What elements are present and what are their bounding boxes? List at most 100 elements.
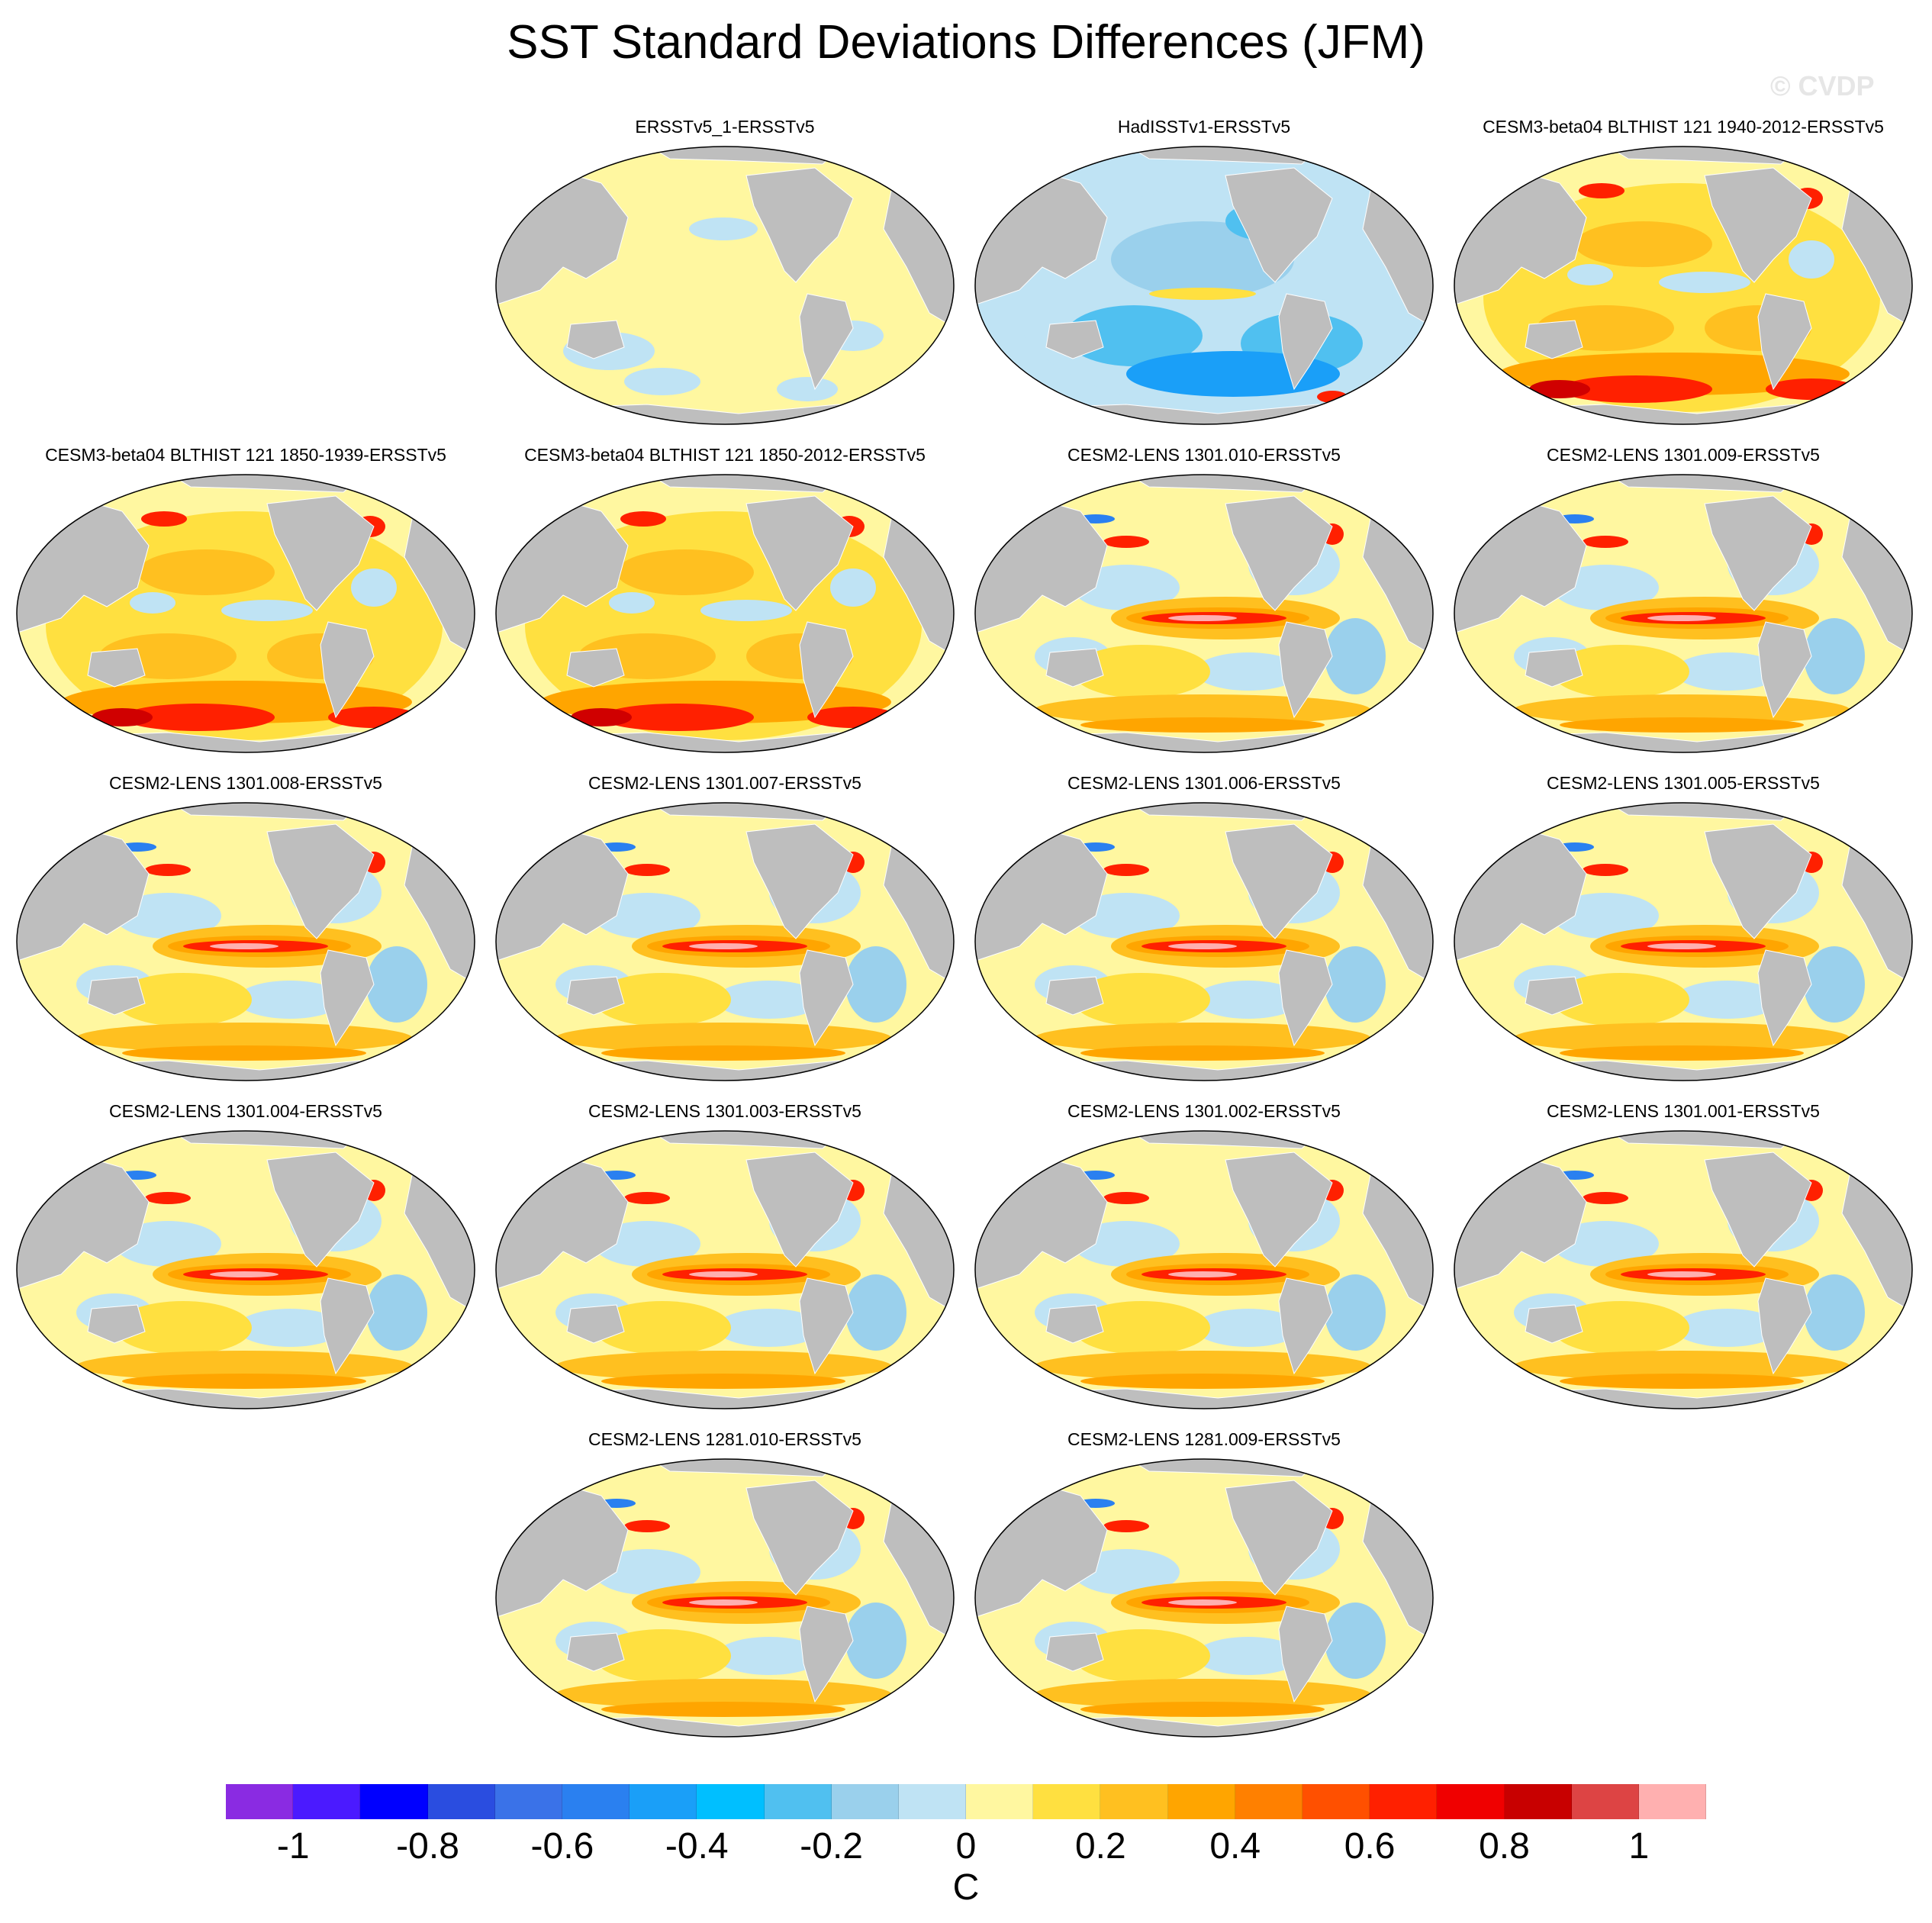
map-outline bbox=[16, 474, 475, 753]
map-panel: CESM2-LENS 1301.006-ERSSTv5 bbox=[968, 772, 1441, 1085]
sst-anomaly-region bbox=[571, 708, 632, 726]
sst-anomaly-region bbox=[1514, 1351, 1850, 1381]
map-panel: CESM2-LENS 1301.004-ERSSTv5 bbox=[9, 1100, 482, 1413]
land-mask bbox=[1225, 495, 1333, 611]
sst-difference-map bbox=[495, 1458, 955, 1738]
colorbar-tick-labels: -1 -0.8 -0.6 -0.4 -0.2 0 0.2 0.4 0.6 0.8 1 bbox=[0, 1825, 1932, 1871]
land-mask bbox=[1525, 320, 1583, 359]
cvdp-watermark: © CVDP bbox=[1770, 70, 1875, 101]
land-mask bbox=[1045, 1632, 1104, 1672]
sst-anomaly-region bbox=[555, 1351, 891, 1381]
sst-anomaly-region bbox=[1583, 536, 1628, 548]
colorbar bbox=[226, 1784, 1707, 1819]
sst-anomaly-region bbox=[1804, 1274, 1865, 1351]
sst-anomaly-region bbox=[1560, 375, 1712, 403]
land-mask bbox=[745, 1152, 854, 1268]
sst-anomaly-region bbox=[624, 368, 700, 395]
sst-anomaly-region bbox=[689, 217, 758, 240]
sst-anomaly-region bbox=[716, 1309, 823, 1347]
map-panel-title: CESM2-LENS 1301.002-ERSSTv5 bbox=[1067, 1101, 1341, 1121]
map-panel: CESM2-LENS 1301.001-ERSSTv5 bbox=[1447, 1100, 1920, 1413]
sst-anomaly-region bbox=[1552, 1301, 1689, 1354]
sst-anomaly-region bbox=[1552, 565, 1659, 610]
sst-difference-map bbox=[974, 802, 1434, 1081]
land-mask bbox=[266, 823, 375, 939]
colorbar-box bbox=[764, 1784, 832, 1819]
sst-anomaly-region bbox=[700, 600, 792, 621]
sst-anomaly-region bbox=[601, 1702, 845, 1717]
land-mask bbox=[1704, 1152, 1812, 1268]
map-panel-title: CESM2-LENS 1281.010-ERSSTv5 bbox=[588, 1429, 861, 1449]
map-panel: CESM2-LENS 1301.009-ERSSTv5 bbox=[1447, 444, 1920, 757]
colorbar-box bbox=[1100, 1784, 1168, 1819]
sst-anomaly-region bbox=[1168, 1271, 1237, 1277]
sst-anomaly-region bbox=[845, 1602, 906, 1679]
sst-anomaly-region bbox=[92, 708, 153, 726]
colorbar-box bbox=[966, 1784, 1034, 1819]
land-mask bbox=[1278, 1277, 1333, 1375]
land-mask bbox=[1225, 167, 1333, 283]
sst-anomaly-region bbox=[1035, 694, 1370, 725]
sst-anomaly-region bbox=[1552, 645, 1689, 698]
land-mask bbox=[745, 495, 854, 611]
sst-difference-map bbox=[1454, 802, 1913, 1081]
sst-anomaly-region bbox=[594, 973, 731, 1026]
sst-anomaly-region bbox=[114, 893, 221, 939]
sst-anomaly-region bbox=[1674, 652, 1781, 691]
land-mask bbox=[1525, 976, 1583, 1016]
map-panel: CESM3-beta04 BLTHIST 121 1850-1939-ERSST… bbox=[9, 444, 482, 757]
sst-anomaly-region bbox=[1325, 618, 1386, 694]
sst-anomaly-region bbox=[351, 569, 397, 607]
sst-anomaly-region bbox=[1579, 183, 1624, 198]
sst-anomaly-region bbox=[1567, 264, 1613, 285]
sst-anomaly-region bbox=[555, 1023, 891, 1053]
land-mask bbox=[566, 976, 625, 1016]
sst-anomaly-region bbox=[601, 704, 754, 731]
sst-anomaly-region bbox=[237, 981, 343, 1019]
sst-anomaly-region bbox=[210, 1271, 279, 1277]
sst-anomaly-region bbox=[1103, 1520, 1149, 1532]
colorbar-box bbox=[1033, 1784, 1101, 1819]
land-mask bbox=[320, 621, 375, 719]
map-panel: CESM2-LENS 1301.010-ERSSTv5 bbox=[968, 444, 1441, 757]
sst-anomaly-region bbox=[114, 1221, 221, 1267]
sst-anomaly-region bbox=[689, 1599, 758, 1606]
land-mask bbox=[1704, 167, 1812, 283]
map-panel-title: CESM2-LENS 1301.006-ERSSTv5 bbox=[1067, 773, 1341, 793]
land-mask bbox=[1757, 621, 1812, 719]
map-panel-title: CESM2-LENS 1301.007-ERSSTv5 bbox=[588, 773, 861, 793]
colorbar-tick-label: -0.6 bbox=[530, 1826, 594, 1867]
sst-anomaly-region bbox=[1073, 565, 1180, 610]
sst-anomaly-region bbox=[777, 377, 838, 401]
map-panel: CESM2-LENS 1301.008-ERSSTv5 bbox=[9, 772, 482, 1085]
map-panel-title: CESM2-LENS 1301.009-ERSSTv5 bbox=[1547, 445, 1820, 465]
sst-anomaly-region bbox=[328, 707, 420, 728]
sst-anomaly-region bbox=[1659, 272, 1750, 293]
land-mask bbox=[1525, 648, 1583, 688]
sst-anomaly-region bbox=[1560, 1374, 1804, 1389]
colorbar-box bbox=[494, 1784, 562, 1819]
sst-anomaly-region bbox=[1804, 946, 1865, 1023]
figure-title: SST Standard Deviations Differences (JFM… bbox=[507, 16, 1425, 69]
land-mask bbox=[1045, 320, 1104, 359]
colorbar-tick-label: 0.6 bbox=[1344, 1826, 1396, 1867]
map-panel: CESM2-LENS 1281.009-ERSSTv5 bbox=[968, 1429, 1441, 1741]
sst-anomaly-region bbox=[145, 1192, 191, 1204]
map-outline bbox=[495, 1458, 955, 1738]
sst-anomaly-region bbox=[1552, 893, 1659, 939]
map-panel-title: CESM2-LENS 1301.001-ERSSTv5 bbox=[1547, 1101, 1820, 1121]
sst-difference-map bbox=[974, 1458, 1434, 1738]
land-mask bbox=[1757, 1277, 1812, 1375]
map-outline bbox=[495, 1130, 955, 1409]
sst-difference-map bbox=[495, 146, 955, 425]
land-mask bbox=[1278, 293, 1333, 391]
colorbar-box bbox=[293, 1784, 361, 1819]
sst-difference-map bbox=[16, 474, 475, 753]
sst-anomaly-region bbox=[1560, 717, 1804, 733]
colorbar-box bbox=[630, 1784, 697, 1819]
sst-anomaly-region bbox=[845, 1274, 906, 1351]
sst-anomaly-region bbox=[1149, 288, 1256, 300]
colorbar-box bbox=[427, 1784, 495, 1819]
colorbar-box bbox=[562, 1784, 630, 1819]
sst-anomaly-region bbox=[624, 864, 670, 876]
